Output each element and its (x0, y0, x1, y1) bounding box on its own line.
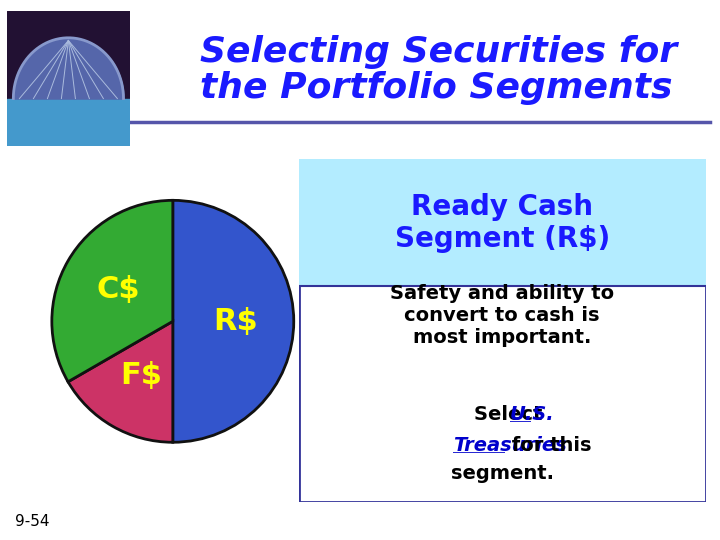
Text: segment.: segment. (451, 463, 554, 483)
Text: R$: R$ (213, 307, 258, 336)
Bar (299, 159, 706, 286)
Text: Safety and ability to
convert to cash is
most important.: Safety and ability to convert to cash is… (390, 284, 614, 347)
Text: Treasuries: Treasuries (453, 436, 567, 455)
Text: F$: F$ (120, 361, 162, 390)
Text: Selecting Securities for: Selecting Securities for (200, 35, 678, 69)
Text: Select  U.S.: Select U.S. (0, 539, 1, 540)
Wedge shape (52, 200, 173, 382)
Text: Select  U.S.: Select U.S. (0, 539, 1, 540)
Wedge shape (173, 200, 294, 442)
Text: the Portfolio Segments: the Portfolio Segments (200, 71, 672, 105)
Wedge shape (68, 321, 173, 442)
Bar (7, 98, 130, 146)
Text: Select: Select (474, 405, 549, 424)
Text: U.S.: U.S. (510, 405, 554, 424)
Text: for this: for this (505, 436, 591, 455)
Text: C$: C$ (96, 275, 140, 305)
Text: Ready Cash
Segment (R$): Ready Cash Segment (R$) (395, 193, 610, 253)
Text: 9-54: 9-54 (15, 515, 50, 530)
